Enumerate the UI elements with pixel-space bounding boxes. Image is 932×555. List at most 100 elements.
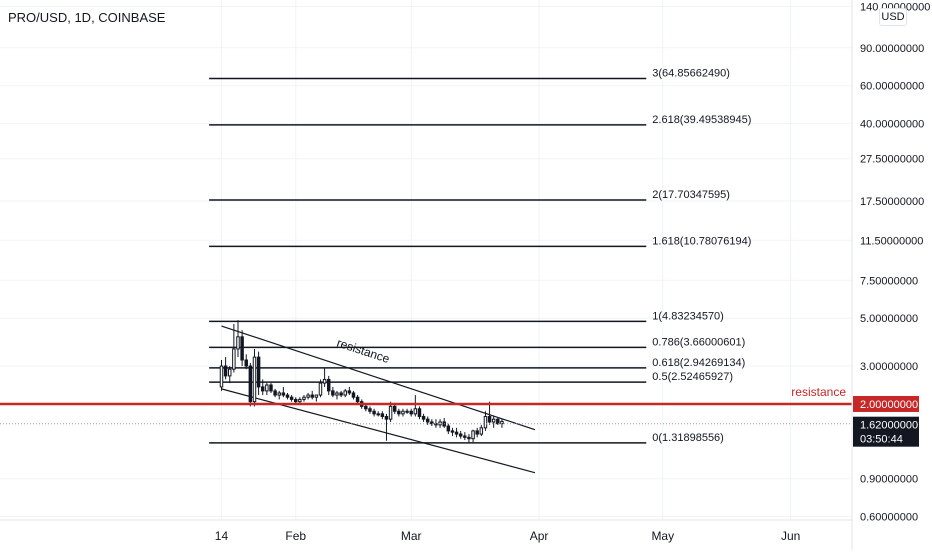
candle-body	[302, 396, 306, 400]
candle-body	[454, 431, 459, 435]
candle-body	[281, 392, 286, 396]
fibonacci-extension[interactable]: 3(64.85662490) 2.618(39.49538945) 2(17.703…	[209, 67, 751, 444]
candle-body	[335, 392, 339, 396]
resistance-price-label: 2.00000000	[860, 399, 918, 411]
candle-body	[265, 384, 269, 392]
candle-body	[293, 398, 298, 403]
countdown-label: 03:50:44	[860, 434, 903, 446]
candle-body	[467, 436, 471, 440]
candle-body	[409, 410, 413, 415]
candle-body	[248, 365, 253, 403]
candle-body	[236, 336, 240, 350]
candle-body	[252, 356, 257, 403]
price-tick-label: 11.50000000	[860, 235, 923, 247]
price-axis[interactable]: 140.00000000 90.00000000 60.00000000 40.000…	[851, 0, 930, 550]
candle-body	[446, 425, 451, 432]
time-tick-label: Apr	[530, 529, 549, 543]
candle-body	[306, 394, 310, 398]
candle-body	[298, 398, 302, 403]
candle-body	[289, 396, 294, 400]
candle-body	[322, 378, 327, 384]
candle-body	[491, 418, 496, 423]
currency-button[interactable]: USD	[879, 8, 907, 26]
candle-body	[458, 433, 463, 437]
candle-body	[331, 390, 335, 396]
last-price-tag	[853, 416, 919, 447]
price-tick-label: 5.00000000	[860, 313, 918, 325]
candle-body	[219, 365, 224, 388]
candle-body	[397, 410, 401, 415]
candle-body	[351, 392, 356, 398]
candle-body	[388, 405, 393, 420]
candle-body	[392, 405, 397, 412]
candle-body	[285, 394, 290, 398]
time-tick-label: Jun	[781, 529, 800, 543]
grid	[0, 0, 852, 520]
candle-body	[232, 348, 236, 370]
candle-body	[421, 415, 426, 420]
candle-body	[364, 405, 368, 410]
candle-body	[417, 408, 422, 417]
candle-body	[430, 421, 434, 425]
candle-body	[256, 356, 261, 388]
candle-body	[405, 410, 409, 413]
candle-body	[475, 430, 479, 435]
candle-body	[310, 394, 314, 398]
time-tick-label: May	[651, 529, 674, 543]
candle-body	[425, 418, 430, 423]
candle-body	[228, 368, 232, 377]
channel-upper-line	[221, 325, 536, 431]
candle-body	[314, 394, 319, 398]
fib-level-label: 1.618(10.78076194)	[652, 235, 751, 247]
price-tick-label: 7.50000000	[860, 275, 918, 287]
fib-level-label: 0.786(3.66000601)	[652, 336, 745, 348]
candle-body	[240, 336, 244, 361]
price-tick-label: 0.90000000	[860, 474, 918, 486]
last-price-label: 1.62000000	[860, 420, 918, 432]
candle-body	[277, 392, 281, 396]
candle-body	[368, 408, 372, 412]
resistance-price-tag	[853, 395, 919, 412]
fib-level-label: 2.618(39.49538945)	[652, 114, 751, 126]
price-tick-label: 60.00000000	[860, 81, 924, 93]
candle-body	[326, 378, 331, 392]
candle-body	[438, 421, 442, 426]
candle-body	[372, 410, 376, 415]
candle-body	[471, 430, 475, 440]
candle-body	[450, 430, 455, 433]
price-tick-label: 90.00000000	[860, 43, 924, 55]
price-tick-label: 3.00000000	[860, 361, 918, 373]
fib-level-label: 2(17.70347595)	[652, 189, 730, 201]
fib-level-label: 0.618(2.94269134)	[652, 357, 745, 369]
candle-body	[339, 392, 343, 396]
candle-body	[347, 390, 352, 394]
overlays: resistance	[0, 385, 852, 425]
price-tick-label: 17.50000000	[860, 196, 924, 208]
candle-body	[318, 382, 323, 396]
candle-body	[273, 390, 277, 396]
candle-body	[260, 386, 265, 392]
candle-body	[223, 365, 228, 377]
fib-level-label: 1(4.83234570)	[652, 310, 724, 322]
symbol-title: PRO/USD, 1D, COINBASE	[8, 10, 166, 25]
candle-body	[384, 415, 389, 420]
channel-label: resistance	[335, 336, 392, 367]
price-tick-label: 0.60000000	[860, 512, 918, 524]
time-axis[interactable]: 14 Feb Mar Apr May Jun	[0, 519, 852, 543]
price-tick-label: 27.50000000	[860, 154, 924, 166]
candles	[219, 320, 504, 443]
fib-level-label: 0.5(2.52465927)	[652, 371, 733, 383]
candle-body	[376, 413, 380, 416]
resistance-label: resistance	[791, 385, 846, 399]
candle-body	[244, 359, 248, 367]
price-tick-label: 140.00000000	[860, 1, 930, 13]
candle-body	[413, 408, 418, 415]
time-tick-label: Feb	[285, 529, 306, 543]
candle-body	[355, 396, 360, 403]
candle-body	[380, 413, 385, 417]
candle-body	[269, 384, 273, 392]
fib-level-label: 0(1.31898556)	[652, 432, 724, 444]
channel-lower-line	[221, 388, 536, 474]
